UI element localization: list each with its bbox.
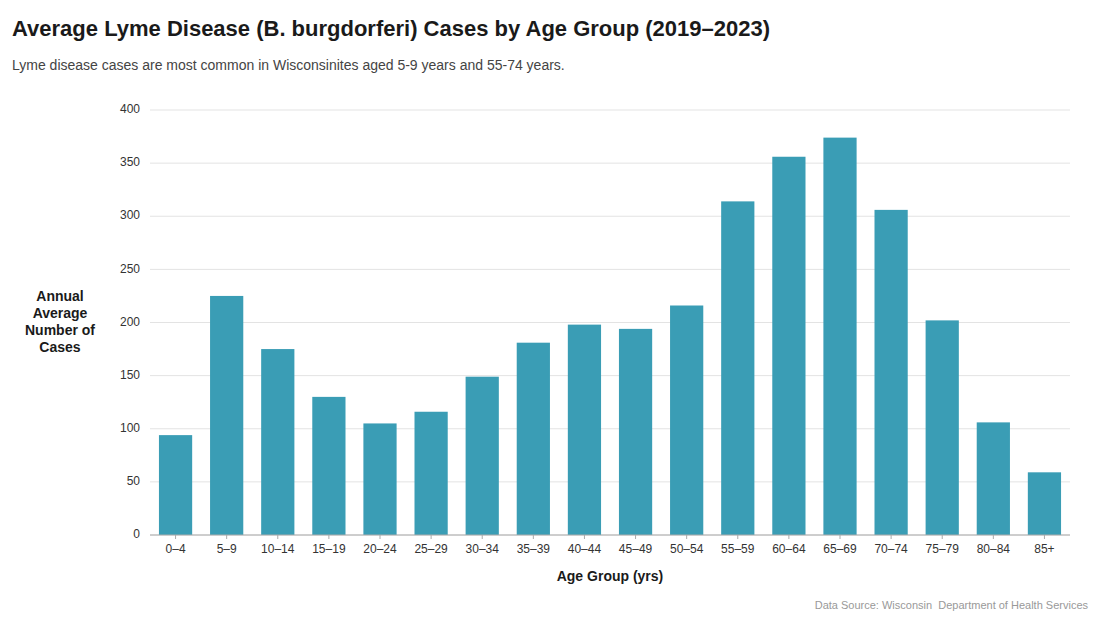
bar: 15–19: 130: [312, 397, 345, 535]
y-tick-label: 300: [120, 208, 140, 222]
bar: 50–54: 216: [670, 306, 703, 536]
x-tick: [277, 535, 278, 539]
bar: 45–49: 194: [619, 329, 652, 535]
y-tick-label: 350: [120, 155, 140, 169]
x-tick-label: 20–24: [363, 542, 397, 556]
x-tick-label: 75–79: [926, 542, 960, 556]
x-tick-label: 15–19: [312, 542, 346, 556]
x-tick-label: 40–44: [568, 542, 602, 556]
bar: 35–39: 181: [517, 343, 550, 535]
chart: Average Lyme Disease (B. burgdorferi) Ca…: [0, 0, 1100, 619]
subtitle: Lyme disease cases are most common in Wi…: [12, 57, 565, 73]
bar: 25–29: 116: [415, 412, 448, 535]
x-tick: [788, 535, 789, 539]
grid: [150, 110, 1070, 535]
bar: 70–74: 306: [875, 210, 908, 535]
x-tick-label: 65–69: [823, 542, 857, 556]
x-tick: [533, 535, 534, 539]
x-tick-label: 45–49: [619, 542, 653, 556]
x-tick: [328, 535, 329, 539]
y-tick-label: 150: [120, 368, 140, 382]
x-tick-label: 50–54: [670, 542, 704, 556]
grid-line: [150, 110, 1070, 111]
bar: 40–44: 198: [568, 325, 601, 535]
x-tick: [482, 535, 483, 539]
bar: 80–84: 106: [977, 422, 1010, 535]
x-tick-label: 10–14: [261, 542, 295, 556]
x-tick: [635, 535, 636, 539]
y-tick-label: 50: [127, 474, 141, 488]
x-tick-label: 25–29: [414, 542, 448, 556]
x-tick-label: 35–39: [517, 542, 551, 556]
x-tick: [1044, 535, 1045, 539]
x-tick-label: 30–34: [466, 542, 500, 556]
title: Average Lyme Disease (B. burgdorferi) Ca…: [12, 16, 770, 41]
x-tick: [226, 535, 227, 539]
x-axis-line: [150, 535, 1070, 536]
x-axis-label: Age Group (yrs): [557, 568, 664, 584]
x-tick-label: 55–59: [721, 542, 755, 556]
x-tick: [737, 535, 738, 539]
x-tick-label: 85+: [1034, 542, 1054, 556]
grid-line: [150, 269, 1070, 270]
x-tick: [840, 535, 841, 539]
bar: 75–79: 202: [926, 320, 959, 535]
x-tick: [175, 535, 176, 539]
x-tick: [891, 535, 892, 539]
y-tick-label: 100: [120, 421, 140, 435]
x-tick: [686, 535, 687, 539]
y-tick-label: 200: [120, 315, 140, 329]
x-tick-label: 60–64: [772, 542, 806, 556]
grid-line: [150, 163, 1070, 164]
y-tick-label: 400: [120, 102, 140, 116]
x-tick-label: 0–4: [166, 542, 186, 556]
bar: 55–59: 314: [721, 201, 754, 535]
bar: 20–24: 105: [363, 423, 396, 535]
grid-line: [150, 535, 1070, 536]
x-tick: [584, 535, 585, 539]
bar: 5–9: 225: [210, 296, 243, 535]
source-note: Data Source: Wisconsin Department of Hea…: [815, 599, 1089, 611]
x-tick-label: 80–84: [977, 542, 1011, 556]
x-tick: [380, 535, 381, 539]
bar: 85+: 59: [1028, 472, 1061, 535]
x-tick: [942, 535, 943, 539]
bar: 65–69: 374: [823, 138, 856, 535]
bar: 0–4: 94: [159, 435, 192, 535]
y-tick-label: 250: [120, 262, 140, 276]
bar: 10–14: 175: [261, 349, 294, 535]
bar: 30–34: 149: [466, 377, 499, 535]
x-tick-label: 5–9: [217, 542, 237, 556]
bar: 60–64: 356: [772, 157, 805, 535]
x-tick-label: 70–74: [874, 542, 908, 556]
x-tick: [431, 535, 432, 539]
x-tick: [993, 535, 994, 539]
bars: 0–4: 94 5–9: 225 10–14: 175 15–19: 130 20–24…: [159, 138, 1061, 535]
grid-line: [150, 216, 1070, 217]
y-axis-label: AnnualAverageNumber ofCases: [25, 288, 95, 355]
y-tick-label: 0: [133, 527, 140, 541]
